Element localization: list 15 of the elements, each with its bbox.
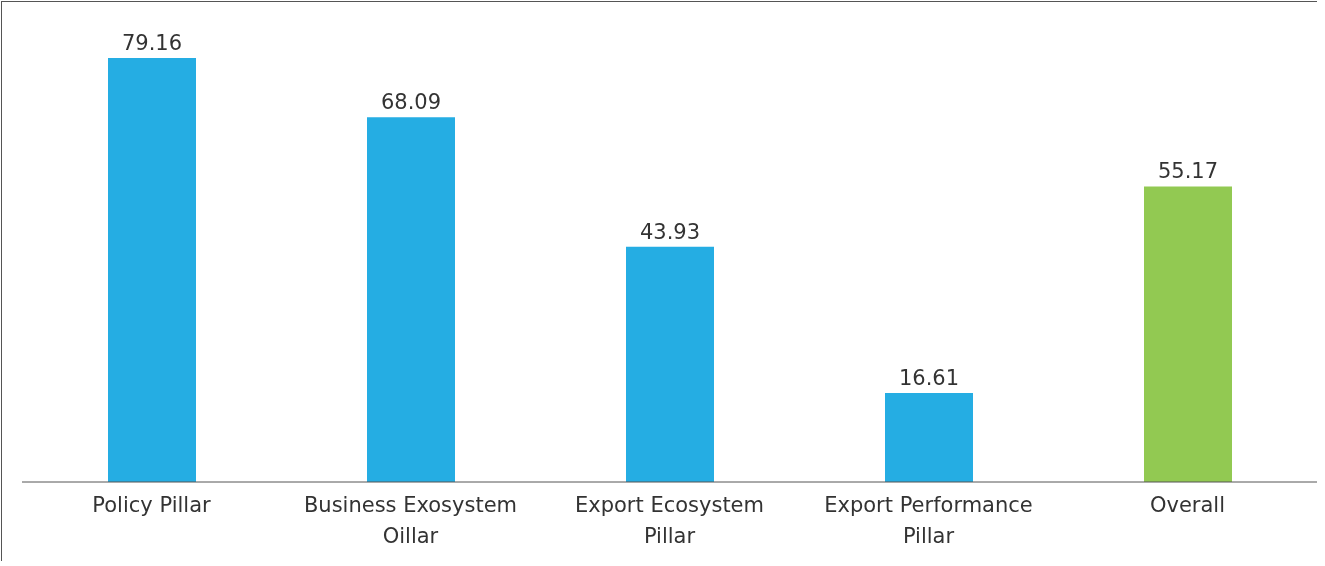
x-tick-label: Policy Pillar	[92, 493, 212, 517]
x-tick-label: Export Ecosystem Pillar	[575, 493, 764, 548]
data-label: 79.16	[121, 31, 183, 55]
data-label: 16.61	[898, 366, 960, 391]
bar	[367, 117, 455, 482]
bar	[885, 393, 973, 482]
bar	[108, 58, 196, 482]
data-label: 43.93	[639, 219, 701, 244]
bar	[1144, 186, 1232, 482]
data-label: 68.09	[380, 90, 442, 115]
data-label: 55.17	[1157, 159, 1219, 184]
x-tick-label: Business Exosystem Oillar	[303, 493, 518, 548]
bar	[626, 246, 714, 482]
x-tick-label: Export Performance Pillar	[824, 493, 1033, 548]
x-tick-label: Overall	[1149, 493, 1226, 517]
